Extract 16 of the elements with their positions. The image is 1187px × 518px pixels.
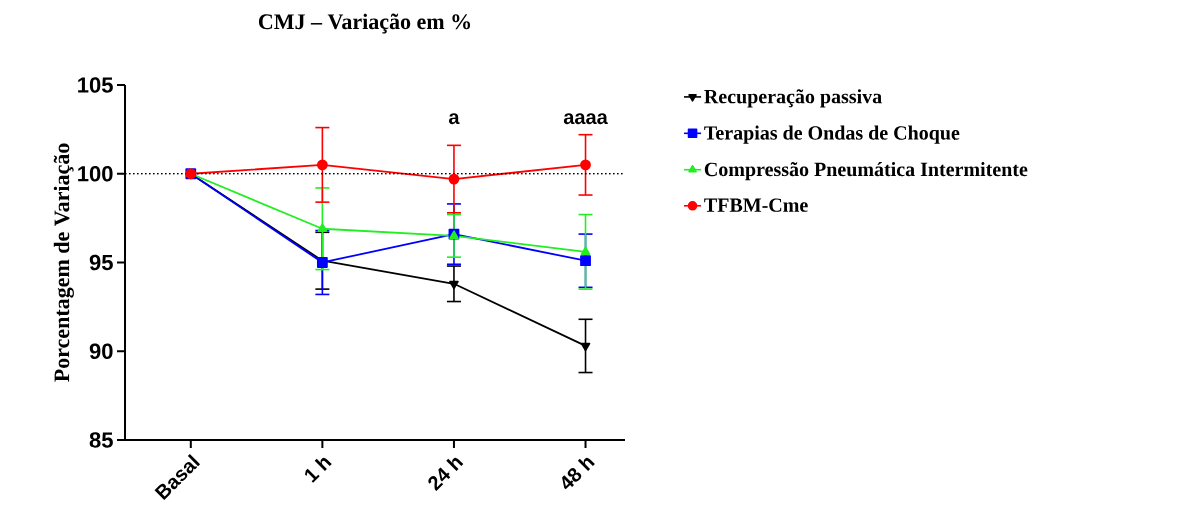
y-axis-title: Porcentagem de Variação <box>53 143 74 382</box>
legend-label: Terapias de Ondas de Choque <box>704 125 960 144</box>
x-tick-label: 1 h <box>305 457 332 483</box>
y-tick-label: 85 <box>89 432 113 448</box>
x-tick-label: 48 h <box>562 457 595 490</box>
chart-title: CMJ – Variação em % <box>258 13 471 34</box>
y-tick-label: 105 <box>78 77 113 93</box>
y-tick-label: 90 <box>89 343 113 360</box>
annotation: a <box>448 113 460 125</box>
legend-label: TFBM-Cme <box>704 198 808 212</box>
y-tick-label: 100 <box>78 165 113 182</box>
legend-label: Compressão Pneumática Intermitente <box>704 162 1028 181</box>
annotation: aaaa <box>563 113 608 125</box>
x-tick-label: 24 h <box>428 457 464 492</box>
y-tick-label: 95 <box>89 254 113 271</box>
legend-label: Recuperação passiva <box>704 89 882 108</box>
